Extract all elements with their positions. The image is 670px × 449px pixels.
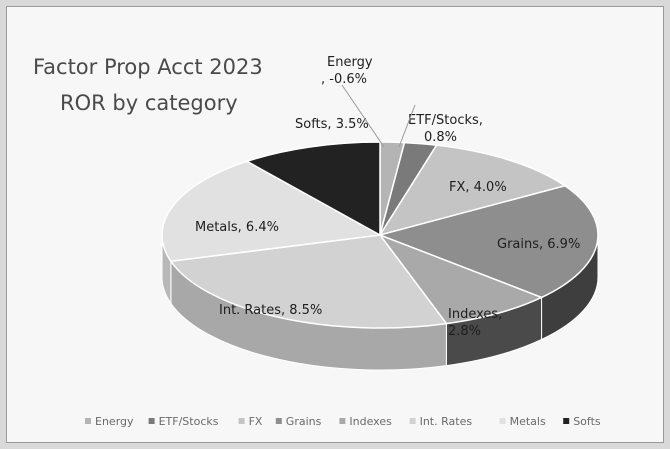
legend-label: Grains: [286, 415, 322, 428]
legend-swatch: [563, 418, 570, 424]
chart-title-line-2: ROR by category: [60, 91, 238, 115]
legend-swatch: [339, 418, 346, 424]
legend-label: FX: [249, 415, 263, 428]
legend-swatch: [275, 418, 282, 424]
legend-item-indexes: Indexes: [339, 415, 392, 428]
legend-item-softs: Softs: [563, 415, 601, 428]
legend-swatch: [238, 418, 245, 424]
legend-swatch: [85, 418, 91, 424]
data-label-indexes: Indexes, 2.8%: [448, 307, 502, 339]
data-label-fx: FX, 4.0%: [449, 180, 507, 195]
legend-label: Indexes: [349, 415, 392, 428]
data-label-metals: Metals, 6.4%: [195, 220, 279, 235]
pie-slice-grains: [377, 184, 599, 299]
legend-item-fx: FX: [238, 415, 263, 428]
legend-label: Softs: [573, 415, 601, 428]
data-label-int-rates: Int. Rates, 8.5%: [219, 303, 322, 318]
legend-swatch: [499, 418, 506, 424]
pie-slice-fx: [378, 144, 567, 237]
pie-chart: Factor Prop Acct 2023 ROR by category En…: [33, 55, 601, 428]
chart-frame: Factor Prop Acct 2023 ROR by category En…: [6, 6, 664, 443]
data-label-grains: Grains, 6.9%: [497, 237, 580, 252]
leader-line: [341, 84, 385, 148]
data-label-etf-stocks: ETF/Stocks, 0.8%: [408, 113, 483, 145]
legend-label: Metals: [510, 415, 546, 428]
pie-slice-int-rates: [169, 234, 448, 329]
data-label-energy: Energy, -0.6%: [321, 55, 373, 87]
pie-slice-softs: [245, 141, 381, 237]
pie-sides: [161, 234, 599, 371]
legend-item-energy: Energy: [85, 415, 134, 428]
legend-label: Int. Rates: [420, 415, 473, 428]
legend: Energy ETF/Stocks FX Grains Indexes Int. Rate…: [85, 415, 601, 428]
pie-slices: [161, 141, 599, 329]
legend-item-metals: Metals: [499, 415, 546, 428]
legend-item-etf-stocks: ETF/Stocks: [148, 415, 219, 428]
legend-swatch: [409, 418, 416, 424]
legend-swatch: [148, 418, 155, 424]
legend-item-grains: Grains: [275, 415, 322, 428]
data-label-softs: Softs, 3.5%: [295, 117, 369, 132]
legend-label: Energy: [95, 415, 134, 428]
legend-label: ETF/Stocks: [159, 415, 219, 428]
leader-line: [398, 104, 416, 148]
pie-slice-indexes: [377, 233, 544, 325]
pie-slice-metals: [161, 160, 383, 263]
chart-title-line-1: Factor Prop Acct 2023: [33, 55, 263, 79]
legend-item-int-rates: Int. Rates: [409, 415, 473, 428]
data-labels: Energy, -0.6% ETF/Stocks, 0.8% FX, 4.0% Grai…: [195, 55, 580, 339]
